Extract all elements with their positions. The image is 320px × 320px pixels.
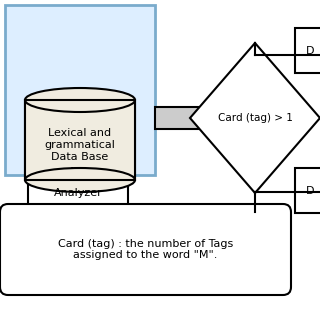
FancyBboxPatch shape <box>0 204 291 295</box>
Text: D: D <box>306 186 314 196</box>
Polygon shape <box>190 43 320 193</box>
Bar <box>5 5 155 175</box>
Text: yes: yes <box>298 37 317 47</box>
Ellipse shape <box>25 88 135 112</box>
Bar <box>295 28 320 73</box>
Text: Card (tag) > 1: Card (tag) > 1 <box>218 113 292 123</box>
Polygon shape <box>155 99 230 137</box>
Bar <box>28 175 128 210</box>
Text: D: D <box>306 45 314 55</box>
Text: Lexical and
grammatical
Data Base: Lexical and grammatical Data Base <box>44 128 116 162</box>
Bar <box>25 100 135 180</box>
Bar <box>295 168 320 213</box>
Text: Card (tag) : the number of Tags
assigned to the word "M".: Card (tag) : the number of Tags assigned… <box>58 239 233 260</box>
Text: No: No <box>300 202 315 212</box>
Bar <box>25 100 135 180</box>
Ellipse shape <box>25 168 135 192</box>
Text: Analyzer: Analyzer <box>54 188 102 197</box>
Bar <box>25 100 135 180</box>
